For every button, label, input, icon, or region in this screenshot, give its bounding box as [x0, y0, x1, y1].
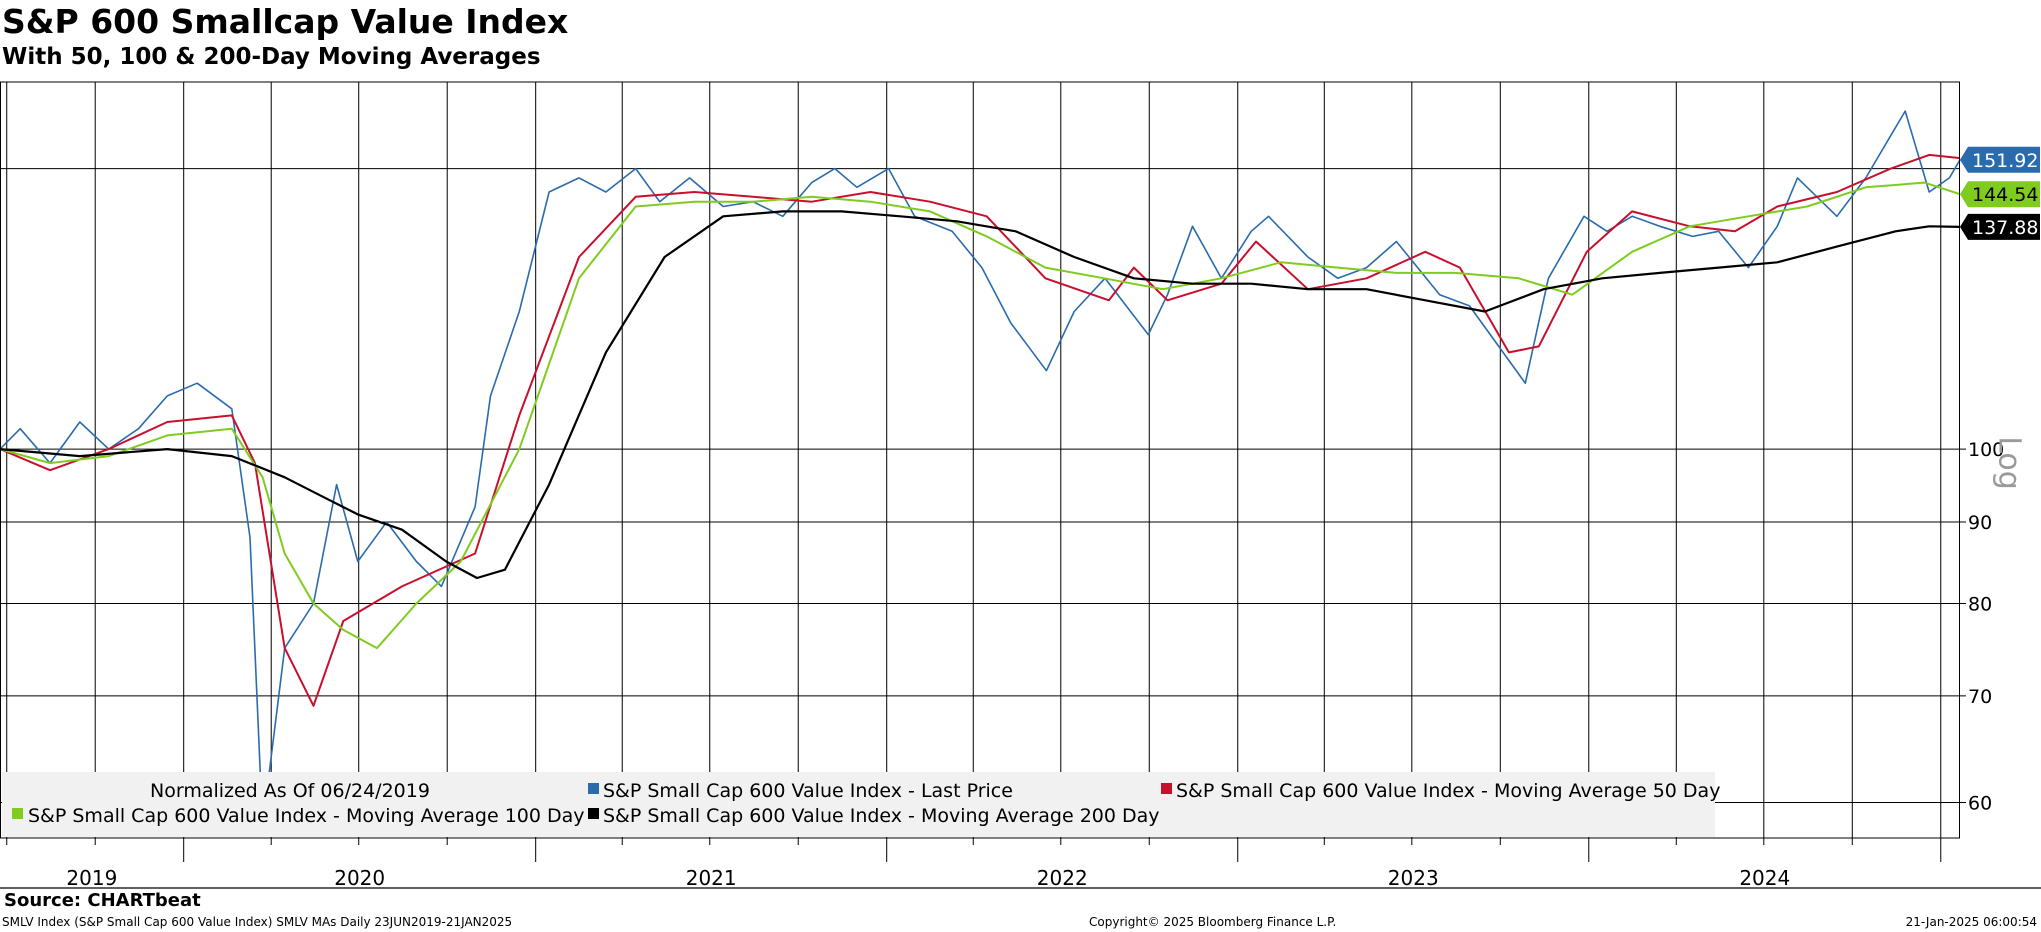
last-value-flag-1: [1960, 181, 2040, 208]
y-tick-label-60: 60: [1968, 793, 1992, 815]
legend-entry-ma200: S&P Small Cap 600 Value Index - Moving A…: [603, 805, 1160, 827]
legend-swatch-last-price: [588, 783, 599, 794]
log-scale-label: Log: [1992, 436, 2027, 490]
x-tick-label-2024: 2024: [1739, 866, 1790, 890]
timestamp: 21-Jan-2025 06:00:54: [1905, 915, 2037, 929]
copyright: Copyright© 2025 Bloomberg Finance L.P.: [1089, 915, 1337, 929]
series-line-2: [0, 181, 1961, 650]
x-axis: 2019 2020 2021 2022 2023 2024: [6, 838, 1942, 890]
grid-lines: [0, 82, 1960, 838]
legend: Normalized As Of 06/24/2019 S&P Small Ca…: [2, 772, 1720, 837]
last-value-label-2: 137.88: [1960, 213, 2040, 240]
legend-entry-last-price: S&P Small Cap 600 Value Index - Last Pri…: [603, 780, 1013, 802]
last-value-text-2: 137.88: [1972, 217, 2038, 239]
legend-swatch-ma100: [12, 808, 23, 819]
series-line-0: [0, 110, 1961, 827]
legend-background: [2, 772, 1715, 837]
y-tick-label-100: 100: [1968, 439, 2004, 461]
x-tick-label-2020: 2020: [334, 866, 385, 890]
series-line-3: [0, 210, 1961, 580]
plot-area: [0, 82, 1960, 838]
last-value-flag-0: [1960, 146, 2040, 173]
y-axis: 60 70 80 90 100: [1960, 439, 2004, 815]
legend-entry-ma100: S&P Small Cap 600 Value Index - Moving A…: [28, 805, 585, 827]
ticker-line: SMLV Index (S&P Small Cap 600 Value Inde…: [2, 915, 513, 929]
last-value-labels: 151.92 144.54 137.88: [1960, 146, 2040, 240]
legend-swatch-ma50: [1161, 783, 1172, 794]
series-line-1: [0, 153, 1961, 707]
y-tick-label-80: 80: [1968, 593, 1992, 615]
source-note: Source: CHARTbeat: [4, 890, 201, 911]
last-value-label-1: 144.54: [1960, 181, 2040, 208]
legend-entry-ma50: S&P Small Cap 600 Value Index - Moving A…: [1176, 780, 1720, 802]
legend-swatch-ma200: [588, 808, 599, 819]
x-tick-label-2019: 2019: [66, 866, 117, 890]
y-tick-label-70: 70: [1968, 686, 1992, 708]
last-value-flag-2: [1960, 213, 2040, 240]
last-value-text-0: 151.92: [1972, 150, 2038, 172]
last-value-label-0: 151.92: [1960, 146, 2040, 173]
x-tick-label-2021: 2021: [686, 866, 737, 890]
y-tick-label-90: 90: [1968, 512, 1992, 534]
last-value-text-1: 144.54: [1972, 184, 2038, 206]
chart-subtitle: With 50, 100 & 200-Day Moving Averages: [2, 44, 541, 70]
legend-note: Normalized As Of 06/24/2019: [150, 780, 430, 802]
series-lines: [0, 110, 1961, 827]
x-tick-label-2023: 2023: [1388, 866, 1439, 890]
chart-title: S&P 600 Smallcap Value Index: [2, 2, 569, 41]
x-tick-label-2022: 2022: [1037, 866, 1088, 890]
